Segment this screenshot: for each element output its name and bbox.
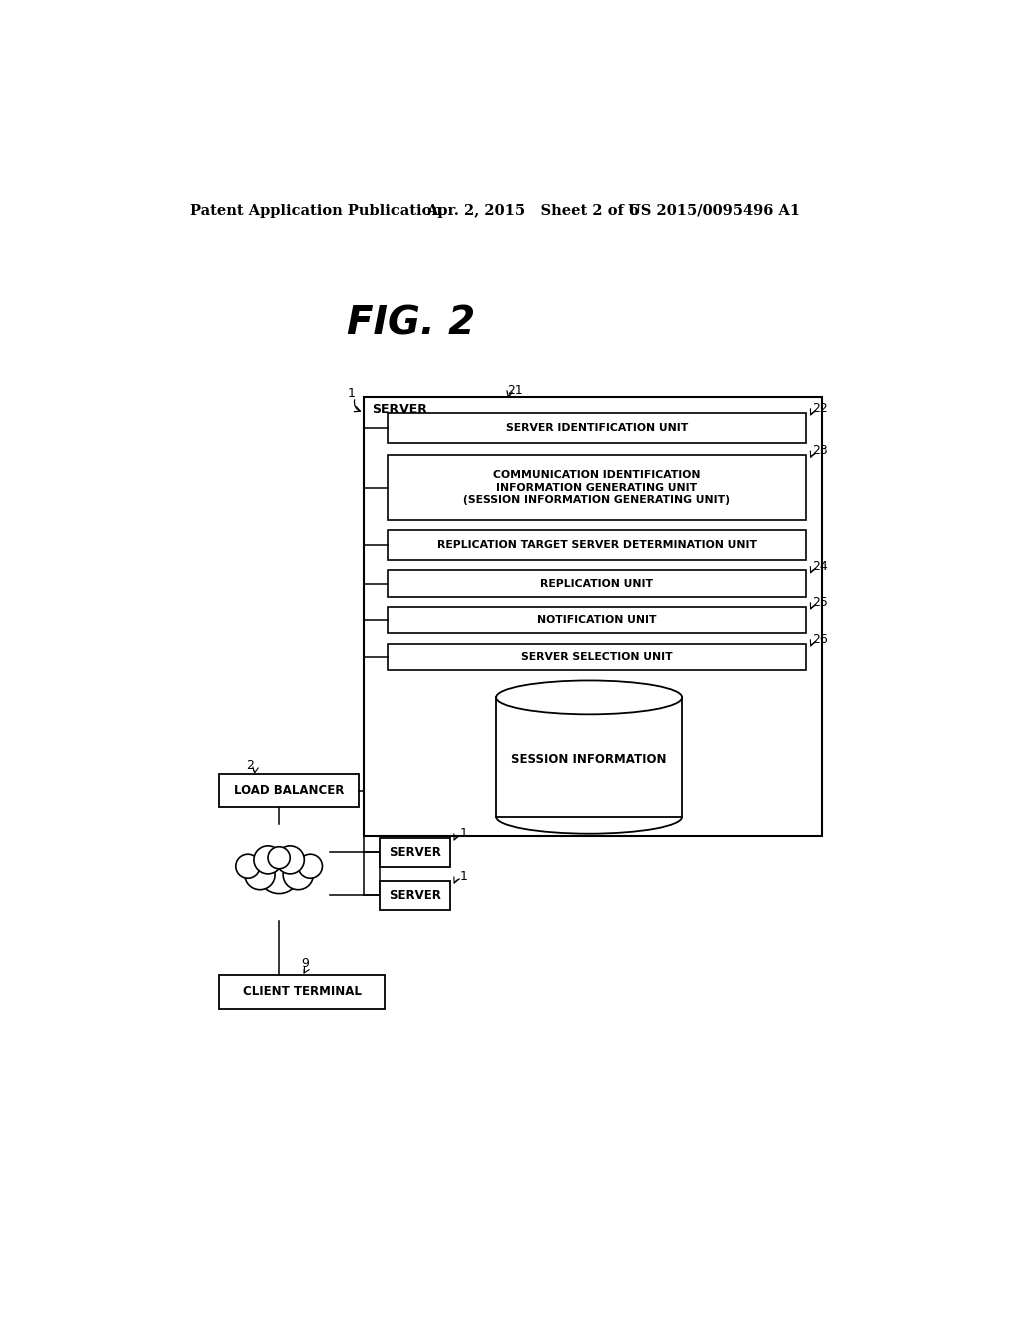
Text: REPLICATION TARGET SERVER DETERMINATION UNIT: REPLICATION TARGET SERVER DETERMINATION … xyxy=(437,540,757,550)
FancyBboxPatch shape xyxy=(388,607,806,634)
Text: 2: 2 xyxy=(247,759,254,772)
FancyBboxPatch shape xyxy=(388,531,806,561)
Text: NOTIFICATION UNIT: NOTIFICATION UNIT xyxy=(538,615,656,624)
Text: 1: 1 xyxy=(347,387,355,400)
FancyBboxPatch shape xyxy=(388,644,806,671)
Text: SERVER: SERVER xyxy=(372,403,427,416)
Text: Patent Application Publication: Patent Application Publication xyxy=(190,203,442,218)
Text: SESSION INFORMATION: SESSION INFORMATION xyxy=(511,752,667,766)
Text: FIG. 2: FIG. 2 xyxy=(347,305,475,343)
Text: 1: 1 xyxy=(460,828,468,841)
Text: 25: 25 xyxy=(812,597,828,610)
Text: 1: 1 xyxy=(460,870,468,883)
FancyBboxPatch shape xyxy=(219,974,385,1010)
Circle shape xyxy=(236,854,260,878)
Circle shape xyxy=(258,851,300,894)
Text: Apr. 2, 2015   Sheet 2 of 6: Apr. 2, 2015 Sheet 2 of 6 xyxy=(426,203,640,218)
Text: 22: 22 xyxy=(812,403,828,416)
FancyBboxPatch shape xyxy=(388,570,806,598)
Text: COMMUNICATION IDENTIFICATION
INFORMATION GENERATING UNIT
(SESSION INFORMATION GE: COMMUNICATION IDENTIFICATION INFORMATION… xyxy=(464,470,730,506)
FancyBboxPatch shape xyxy=(388,412,806,444)
Text: 23: 23 xyxy=(812,445,828,458)
Text: REPLICATION UNIT: REPLICATION UNIT xyxy=(541,579,653,589)
Text: SERVER: SERVER xyxy=(389,846,440,859)
Text: SERVER SELECTION UNIT: SERVER SELECTION UNIT xyxy=(521,652,673,661)
FancyBboxPatch shape xyxy=(496,697,682,817)
Circle shape xyxy=(268,846,290,869)
Text: CLIENT TERMINAL: CLIENT TERMINAL xyxy=(243,986,361,998)
Circle shape xyxy=(254,846,283,874)
FancyBboxPatch shape xyxy=(219,775,359,807)
Text: LOAD BALANCER: LOAD BALANCER xyxy=(234,784,344,797)
Text: SERVER IDENTIFICATION UNIT: SERVER IDENTIFICATION UNIT xyxy=(506,422,688,433)
Text: 9: 9 xyxy=(301,957,308,970)
Text: 26: 26 xyxy=(812,634,828,647)
Text: 21: 21 xyxy=(508,384,523,397)
FancyBboxPatch shape xyxy=(388,455,806,520)
Text: SERVER: SERVER xyxy=(389,888,440,902)
Text: 24: 24 xyxy=(812,560,828,573)
Circle shape xyxy=(245,859,275,890)
FancyBboxPatch shape xyxy=(380,880,450,909)
Circle shape xyxy=(298,854,323,878)
FancyBboxPatch shape xyxy=(365,397,821,836)
Circle shape xyxy=(284,859,313,890)
FancyBboxPatch shape xyxy=(380,838,450,867)
Text: US 2015/0095496 A1: US 2015/0095496 A1 xyxy=(628,203,800,218)
Ellipse shape xyxy=(496,681,682,714)
Circle shape xyxy=(276,846,304,874)
